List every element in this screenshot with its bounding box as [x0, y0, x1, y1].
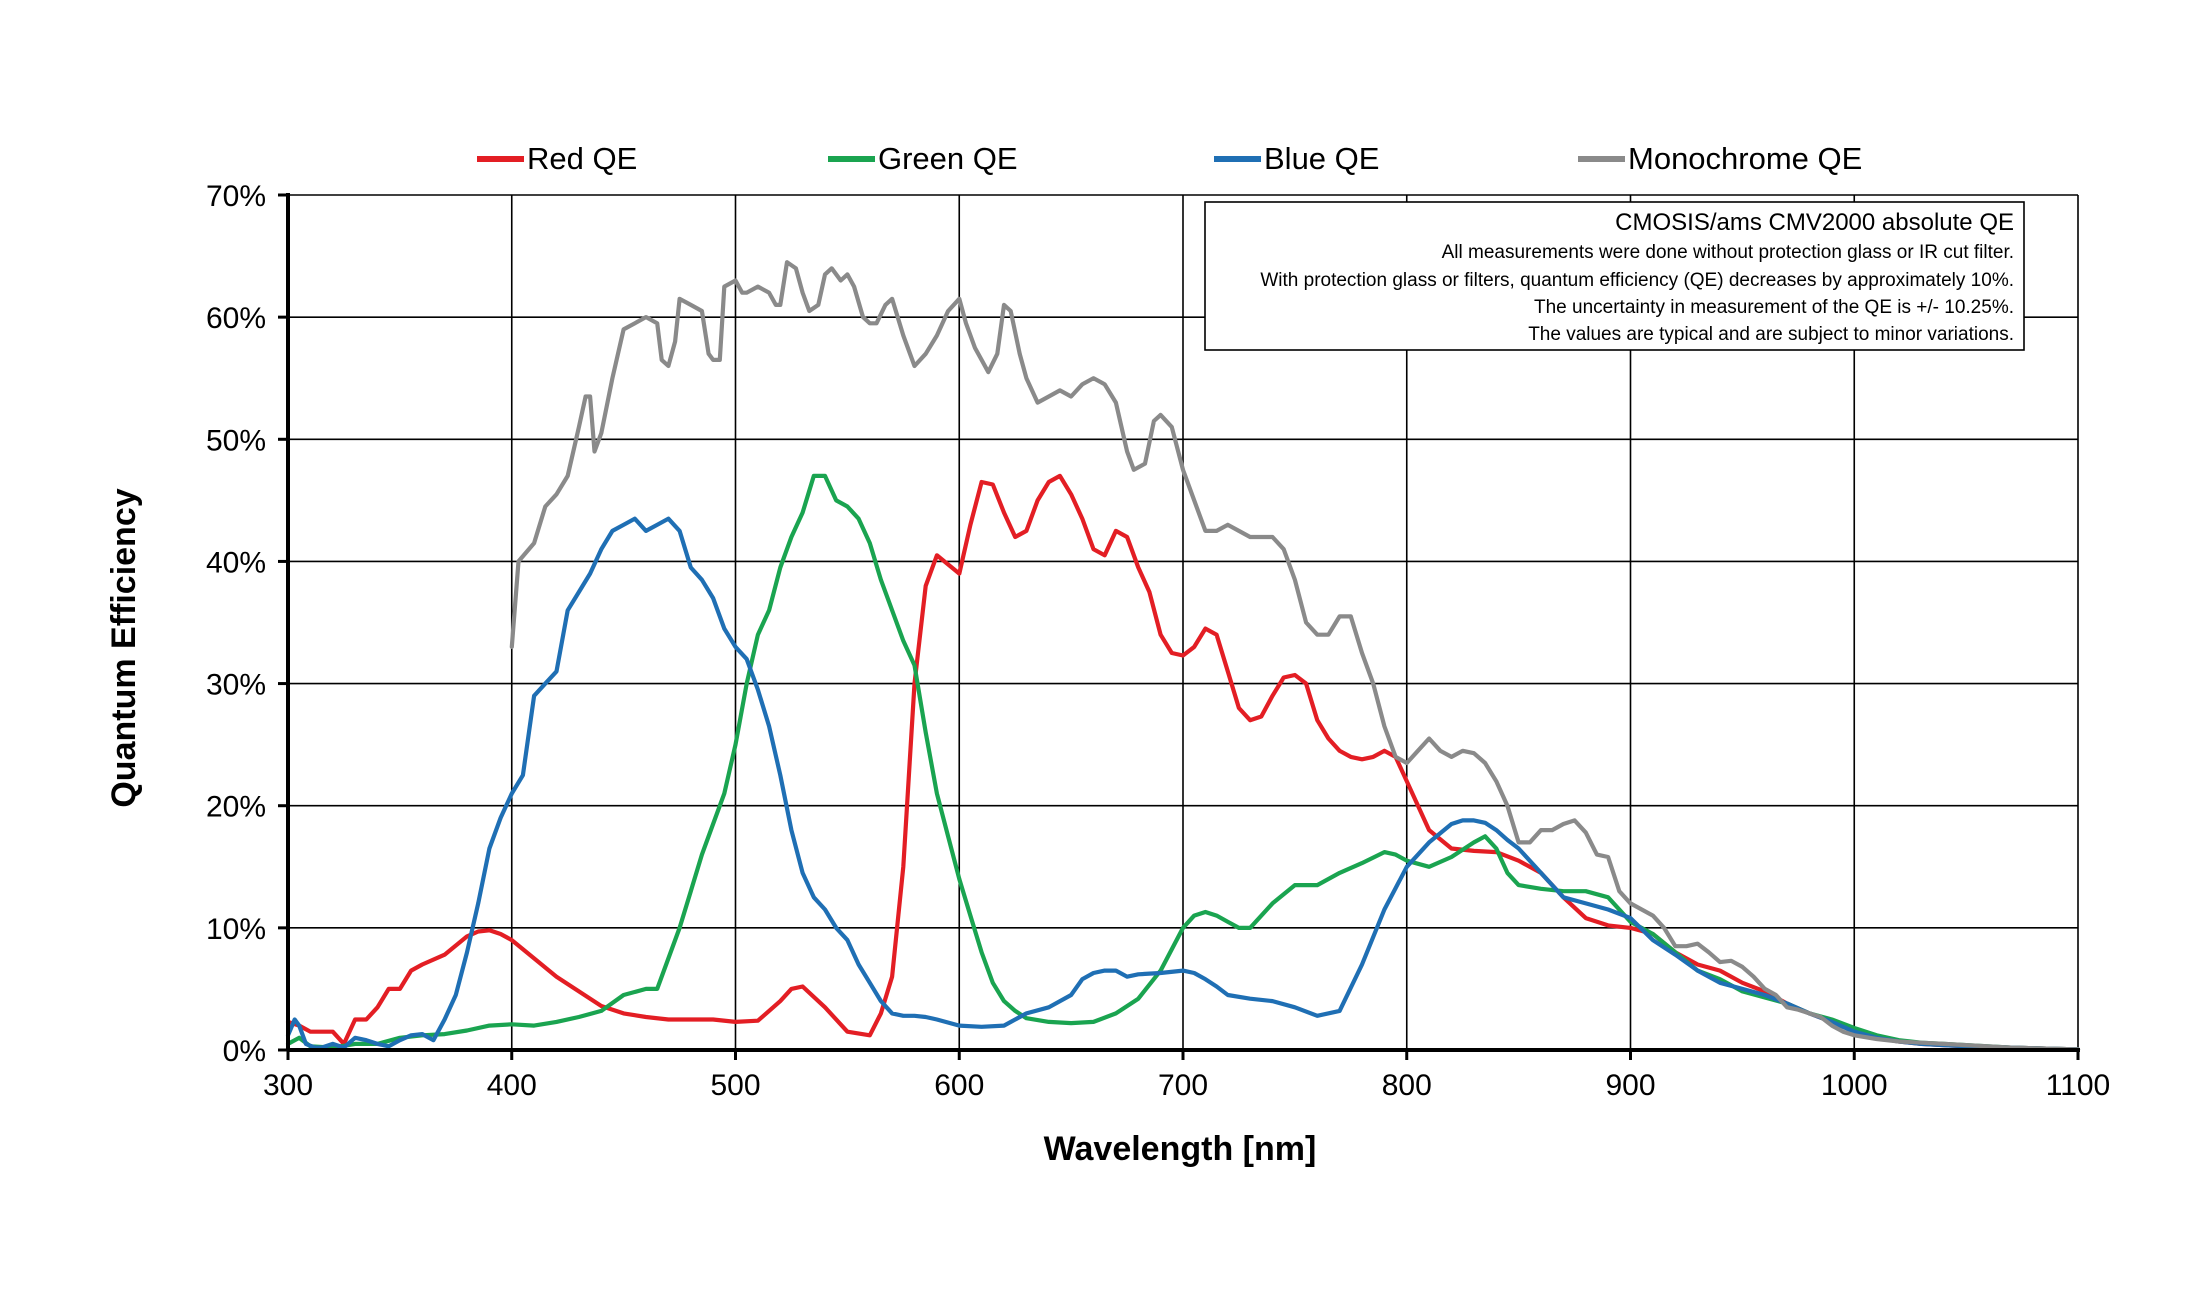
- x-tick-label: 900: [1605, 1069, 1655, 1102]
- x-tick-label: 1000: [1821, 1069, 1888, 1102]
- y-tick-label: 0%: [223, 1035, 266, 1068]
- x-tick-label: 300: [263, 1069, 313, 1102]
- annotation-line: The uncertainty in measurement of the QE…: [1534, 297, 2014, 318]
- annotation-frame: [1204, 201, 2025, 351]
- tick-labels: 300 400 500 600 700 800 900 1000 1100 0% 10% 20% 30%…: [206, 180, 2110, 1102]
- y-tick-label: 40%: [206, 546, 266, 579]
- y-tick-label: 70%: [206, 180, 266, 213]
- x-tick-label: 500: [710, 1069, 760, 1102]
- y-axis-title: Quantum Efficiency: [105, 488, 143, 807]
- annotation-line: With protection glass or filters, quantu…: [1260, 270, 2014, 291]
- x-tick-label: 600: [934, 1069, 984, 1102]
- x-tick-label: 700: [1158, 1069, 1208, 1102]
- legend-label-green-qe: Green QE: [878, 141, 1018, 176]
- grid: [288, 194, 2079, 1050]
- x-axis-title: Wavelength [nm]: [1044, 1130, 1317, 1168]
- legend-label-red-qe: Red QE: [527, 141, 637, 176]
- annotation-box: CMOSIS/ams CMV2000 absolute QE All measu…: [1204, 201, 2025, 351]
- legend-label-monochrome-qe: Monochrome QE: [1628, 141, 1862, 176]
- x-tick-label: 800: [1382, 1069, 1432, 1102]
- y-tick-label: 10%: [206, 913, 266, 946]
- annotation-title: CMOSIS/ams CMV2000 absolute QE: [1615, 209, 2014, 236]
- y-tick-label: 20%: [206, 791, 266, 824]
- x-tick-label: 400: [487, 1069, 537, 1102]
- series-layer: [285, 260, 2081, 1052]
- series-line-monochrome-qe: [509, 260, 2081, 1052]
- legend: Red QE Green QE Blue QE Monochrome QE: [477, 141, 1862, 176]
- annotation-line: The values are typical and are subject t…: [1528, 324, 2014, 345]
- y-tick-label: 30%: [206, 669, 266, 702]
- legend-label-blue-qe: Blue QE: [1264, 141, 1379, 176]
- axes: [278, 193, 2080, 1060]
- y-tick-label: 60%: [206, 302, 266, 335]
- annotation-line: All measurements were done without prote…: [1442, 242, 2014, 263]
- y-tick-label: 50%: [206, 424, 266, 457]
- x-tick-label: 1100: [2046, 1069, 2111, 1102]
- series-line-blue-qe: [285, 516, 2081, 1052]
